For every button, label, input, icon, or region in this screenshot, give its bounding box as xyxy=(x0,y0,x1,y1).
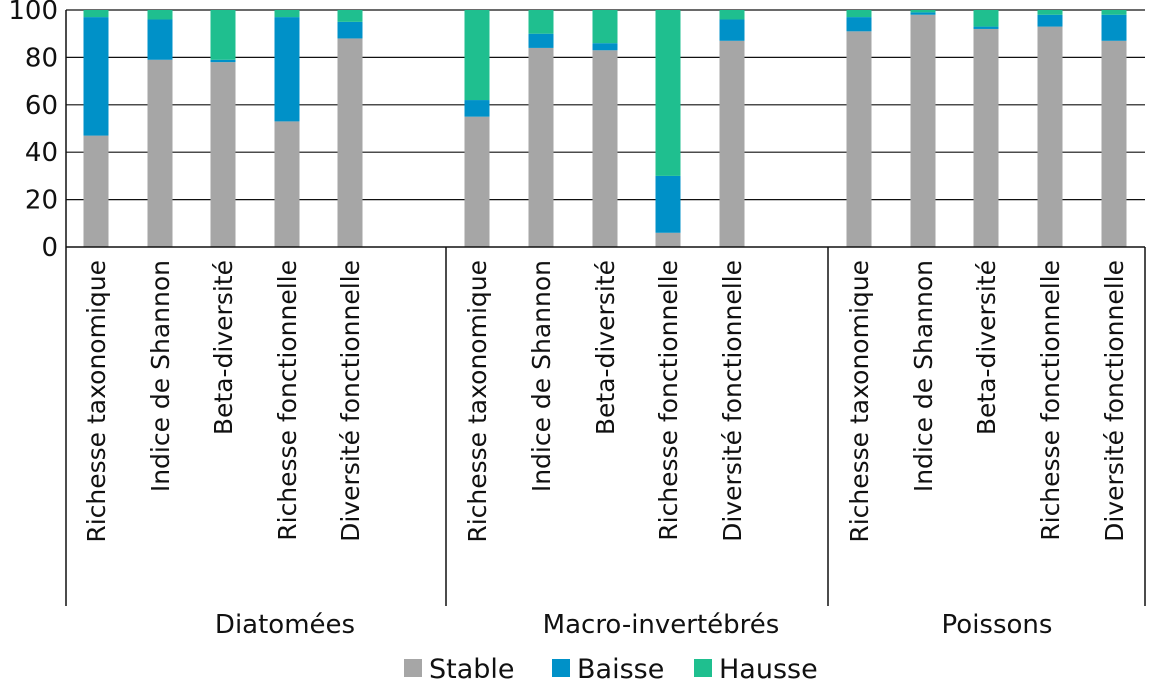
category-label: Richesse fonctionnelle xyxy=(273,260,302,541)
bar-segment-hausse xyxy=(719,10,745,20)
category-label: Richesse taxonomique xyxy=(845,260,874,543)
bar-segment-baisse xyxy=(464,100,490,117)
bar-segment-hausse xyxy=(910,10,936,13)
legend-label: Hausse xyxy=(719,654,818,682)
category-label: Indice de Shannon xyxy=(909,260,938,492)
y-tick-label: 20 xyxy=(25,186,58,216)
bar-segment-baisse xyxy=(846,17,872,32)
bar-segment-stable xyxy=(973,28,999,248)
bar-segment-hausse xyxy=(1101,10,1127,15)
bar-segment-stable xyxy=(274,121,300,247)
bar-segment-stable xyxy=(83,135,109,247)
bar-segment-baisse xyxy=(910,12,936,15)
group-labels: Diatomées Macro-invertébrés Poissons xyxy=(215,610,1053,640)
category-label: Diversité fonctionnelle xyxy=(1100,260,1129,542)
category-labels: Richesse taxonomique Indice de Shannon Bet… xyxy=(82,260,1129,543)
bar-segment-stable xyxy=(655,232,681,247)
bar-segment-stable xyxy=(846,31,872,247)
bar-segment-baisse xyxy=(147,19,173,60)
bar-segment-hausse xyxy=(1037,10,1063,15)
bars xyxy=(83,10,1127,248)
y-tick-label: 0 xyxy=(41,233,58,263)
bar-segment-baisse xyxy=(592,43,618,51)
bar-segment-baisse xyxy=(973,26,999,29)
group-label: Macro-invertébrés xyxy=(543,610,780,640)
y-tick-label: 40 xyxy=(25,138,58,168)
bar-segment-stable xyxy=(910,14,936,247)
bar-segment-baisse xyxy=(655,175,681,233)
category-label: Beta-diversité xyxy=(591,260,620,435)
legend-swatch-stable xyxy=(404,659,422,677)
bar-segment-hausse xyxy=(83,10,109,18)
legend-label: Stable xyxy=(429,654,515,682)
category-label: Richesse fonctionnelle xyxy=(654,260,683,541)
legend-label: Baisse xyxy=(577,654,664,682)
bar-segment-hausse xyxy=(655,10,681,176)
group-label: Diatomées xyxy=(215,610,355,640)
bar-segment-stable xyxy=(147,59,173,247)
category-label: Richesse taxonomique xyxy=(463,260,492,543)
group-label: Poissons xyxy=(942,610,1053,640)
category-label: Beta-diversité xyxy=(209,260,238,435)
legend-swatch-baisse xyxy=(552,659,570,677)
bar-segment-hausse xyxy=(528,10,554,34)
bar-segment-baisse xyxy=(528,33,554,48)
bar-segment-hausse xyxy=(274,10,300,18)
category-label: Diversité fonctionnelle xyxy=(718,260,747,542)
y-tick-label: 60 xyxy=(25,91,58,121)
bar-segment-baisse xyxy=(1037,14,1063,27)
bar-segment-baisse xyxy=(83,17,109,136)
bar-segment-baisse xyxy=(274,17,300,122)
bar-segment-hausse xyxy=(210,10,236,60)
bar-segment-baisse xyxy=(337,21,363,39)
bar-segment-hausse xyxy=(337,10,363,22)
axes xyxy=(65,10,1146,606)
bar-segment-hausse xyxy=(592,10,618,44)
y-tick-label: 80 xyxy=(25,43,58,73)
category-label: Richesse taxonomique xyxy=(82,260,111,543)
bar-segment-hausse xyxy=(846,10,872,18)
bar-segment-stable xyxy=(528,47,554,247)
bar-segment-stable xyxy=(464,116,490,248)
bar-segment-baisse xyxy=(210,59,236,63)
bar-segment-baisse xyxy=(1101,14,1127,41)
y-tick-label: 100 xyxy=(8,0,58,26)
bar-segment-stable xyxy=(337,38,363,247)
category-label: Richesse fonctionnelle xyxy=(1036,260,1065,541)
bar-segment-hausse xyxy=(464,10,490,101)
category-label: Diversité fonctionnelle xyxy=(336,260,365,542)
bar-segment-stable xyxy=(719,40,745,248)
category-label: Indice de Shannon xyxy=(146,260,175,492)
bar-segment-hausse xyxy=(973,10,999,27)
legend: Stable Baisse Hausse xyxy=(404,654,818,682)
bar-segment-hausse xyxy=(147,10,173,20)
bar-segment-stable xyxy=(1101,40,1127,248)
bar-segment-stable xyxy=(592,50,618,247)
bar-segment-stable xyxy=(210,62,236,247)
category-label: Indice de Shannon xyxy=(527,260,556,492)
bar-segment-baisse xyxy=(719,19,745,41)
bar-segment-stable xyxy=(1037,26,1063,248)
category-label: Beta-diversité xyxy=(972,260,1001,435)
legend-swatch-hausse xyxy=(694,659,712,677)
y-tick-labels: 0 20 40 60 80 100 xyxy=(8,0,58,263)
